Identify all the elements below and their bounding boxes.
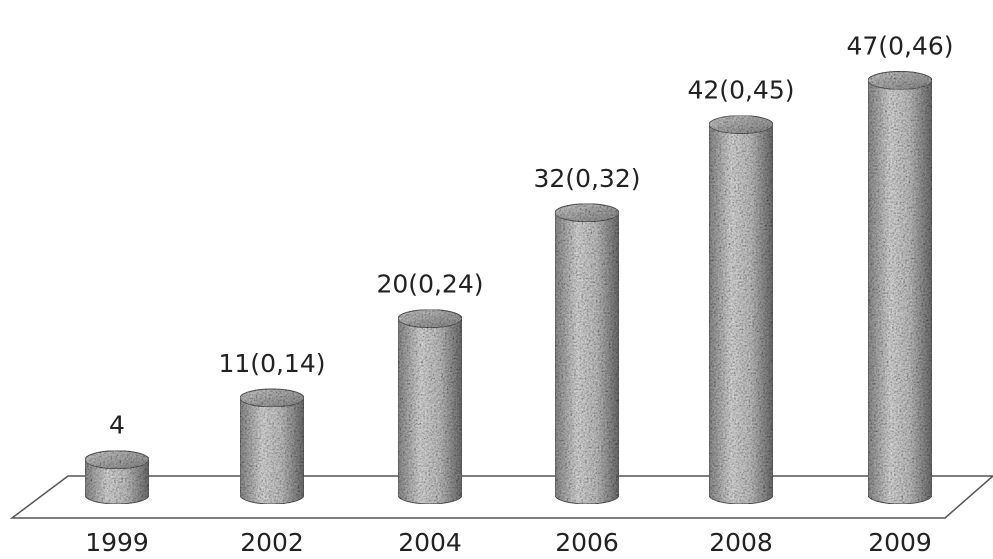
bar-2004 bbox=[397, 309, 463, 505]
bar-top bbox=[397, 309, 463, 329]
bar-top bbox=[84, 450, 150, 470]
bar-top bbox=[867, 70, 933, 90]
bar-top bbox=[554, 203, 620, 223]
data-labels-group: 4 11(0,14) 20(0,24) 32(0,32) 42(0,45) 47(0,46… bbox=[109, 31, 953, 439]
x-axis-ticks-group: 1999 2002 2004 2006 2008 2009 bbox=[85, 528, 932, 557]
x-tick-label: 2004 bbox=[398, 528, 462, 557]
bar-top bbox=[708, 115, 774, 135]
bar-top bbox=[239, 388, 305, 408]
data-label: 32(0,32) bbox=[534, 164, 641, 193]
x-tick-label: 1999 bbox=[85, 528, 149, 557]
bar-2009 bbox=[867, 70, 933, 505]
data-label: 11(0,14) bbox=[219, 349, 326, 378]
bar-body bbox=[867, 79, 933, 505]
data-label: 20(0,24) bbox=[377, 270, 484, 299]
bar-body bbox=[84, 459, 150, 505]
bar-2006 bbox=[554, 203, 620, 505]
bar-body bbox=[708, 124, 774, 505]
bar-2008 bbox=[708, 115, 774, 505]
chart-floor bbox=[9, 475, 993, 519]
data-label: 47(0,46) bbox=[847, 31, 954, 60]
bars-group bbox=[84, 70, 933, 505]
data-label: 4 bbox=[109, 411, 125, 440]
bar-body bbox=[554, 212, 620, 505]
x-tick-label: 2002 bbox=[240, 528, 304, 557]
x-tick-label: 2009 bbox=[868, 528, 932, 557]
bar-1999 bbox=[84, 450, 150, 505]
bar-body bbox=[397, 318, 463, 505]
x-tick-label: 2008 bbox=[709, 528, 773, 557]
data-label: 42(0,45) bbox=[688, 76, 795, 105]
bar-2002 bbox=[239, 388, 305, 505]
x-tick-label: 2006 bbox=[555, 528, 619, 557]
bar-body bbox=[239, 397, 305, 505]
